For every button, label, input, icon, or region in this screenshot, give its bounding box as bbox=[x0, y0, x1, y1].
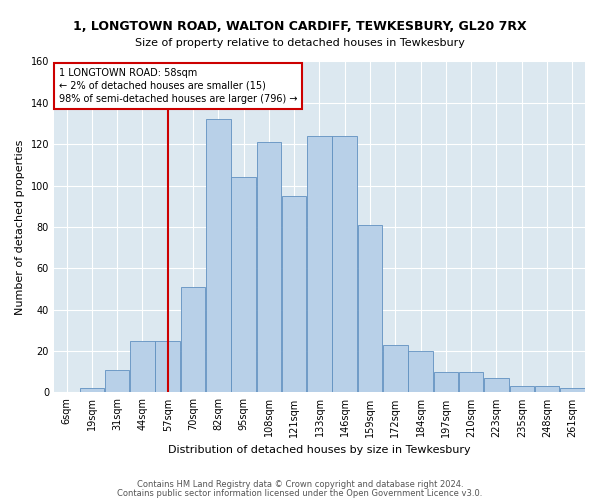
Bar bbox=[358, 225, 382, 392]
Bar bbox=[459, 372, 484, 392]
Bar bbox=[307, 136, 332, 392]
Bar bbox=[105, 370, 130, 392]
Bar bbox=[509, 386, 534, 392]
Bar bbox=[535, 386, 559, 392]
Text: Size of property relative to detached houses in Tewkesbury: Size of property relative to detached ho… bbox=[135, 38, 465, 48]
Bar bbox=[130, 340, 155, 392]
Bar bbox=[206, 120, 230, 392]
Y-axis label: Number of detached properties: Number of detached properties bbox=[15, 140, 25, 314]
Bar bbox=[181, 287, 205, 393]
Bar bbox=[257, 142, 281, 393]
Bar bbox=[560, 388, 584, 392]
Bar bbox=[80, 388, 104, 392]
Bar bbox=[409, 351, 433, 393]
Bar bbox=[383, 345, 407, 393]
Text: 1, LONGTOWN ROAD, WALTON CARDIFF, TEWKESBURY, GL20 7RX: 1, LONGTOWN ROAD, WALTON CARDIFF, TEWKES… bbox=[73, 20, 527, 33]
Bar bbox=[434, 372, 458, 392]
Text: 1 LONGTOWN ROAD: 58sqm
← 2% of detached houses are smaller (15)
98% of semi-deta: 1 LONGTOWN ROAD: 58sqm ← 2% of detached … bbox=[59, 68, 298, 104]
Bar bbox=[332, 136, 357, 392]
Text: Contains public sector information licensed under the Open Government Licence v3: Contains public sector information licen… bbox=[118, 488, 482, 498]
Bar bbox=[232, 178, 256, 392]
Text: Contains HM Land Registry data © Crown copyright and database right 2024.: Contains HM Land Registry data © Crown c… bbox=[137, 480, 463, 489]
Bar bbox=[155, 340, 180, 392]
Bar bbox=[484, 378, 509, 392]
Bar bbox=[282, 196, 307, 392]
X-axis label: Distribution of detached houses by size in Tewkesbury: Distribution of detached houses by size … bbox=[168, 445, 471, 455]
